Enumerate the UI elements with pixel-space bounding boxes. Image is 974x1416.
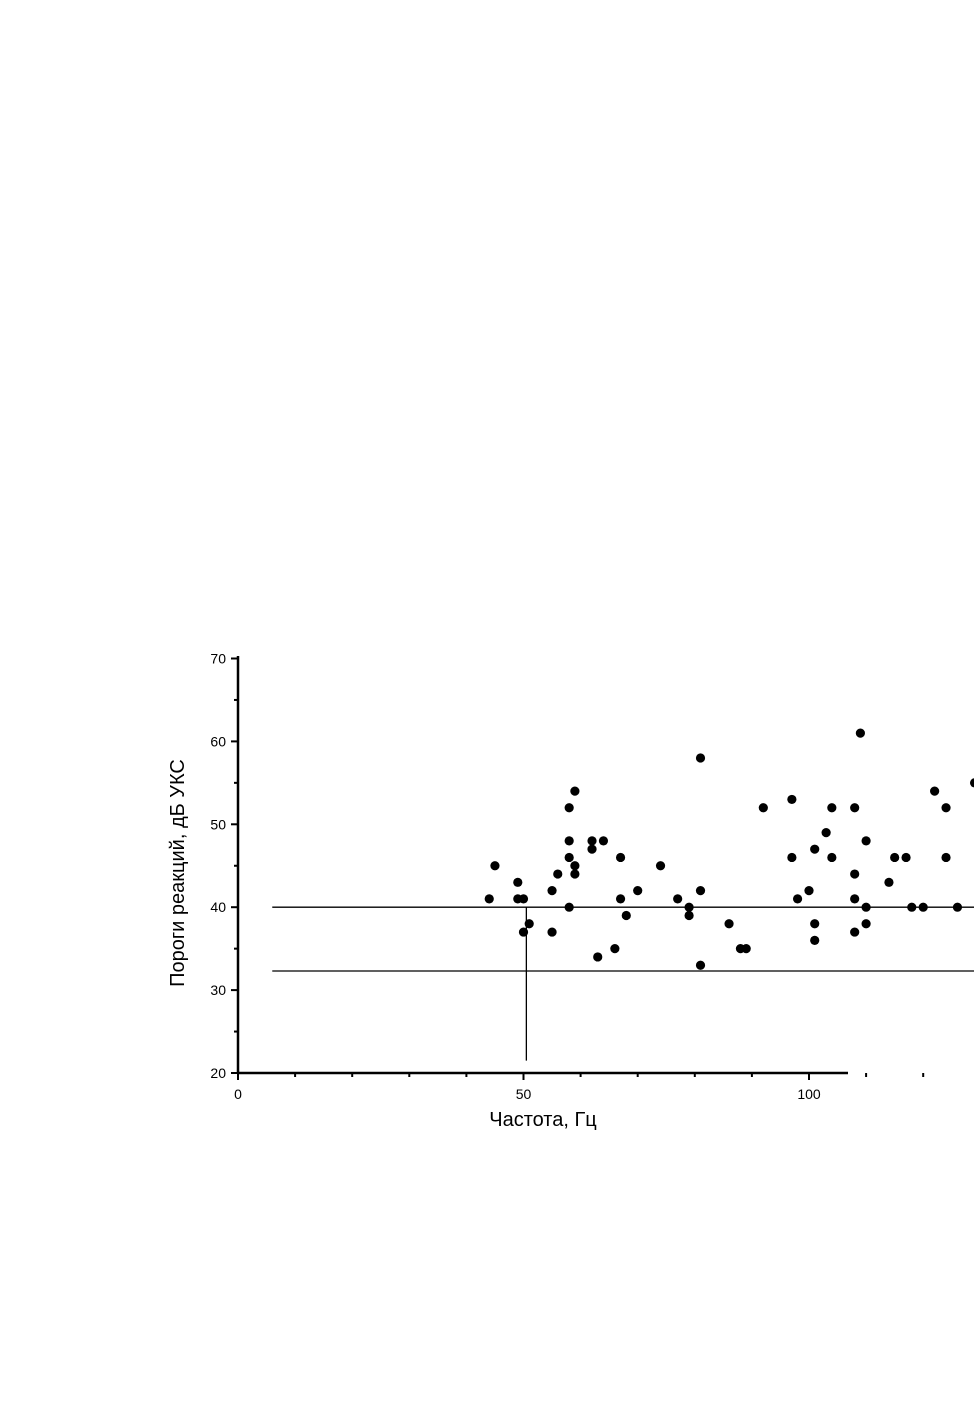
data-point bbox=[564, 902, 574, 912]
data-point bbox=[850, 894, 860, 904]
data-point bbox=[564, 803, 574, 813]
data-point bbox=[787, 852, 797, 863]
data-point bbox=[490, 861, 500, 871]
x-tick-label: 50 bbox=[516, 1086, 532, 1102]
x-axis-title: Частота, Гц bbox=[489, 1109, 597, 1131]
data-point bbox=[695, 753, 706, 763]
data-point bbox=[890, 852, 900, 863]
data-point bbox=[570, 861, 580, 871]
data-point bbox=[513, 877, 523, 887]
data-point bbox=[587, 844, 597, 854]
data-point bbox=[901, 852, 911, 863]
y-tick-label: 20 bbox=[210, 1065, 226, 1081]
data-point bbox=[570, 869, 580, 879]
data-point bbox=[861, 919, 871, 929]
data-point bbox=[787, 794, 797, 805]
data-point bbox=[827, 852, 837, 863]
data-point bbox=[941, 852, 951, 863]
data-point bbox=[615, 852, 626, 863]
data-point bbox=[633, 886, 643, 896]
data-point bbox=[684, 902, 694, 912]
data-point bbox=[610, 944, 620, 954]
y-tick-label: 30 bbox=[210, 982, 226, 998]
data-point bbox=[598, 836, 609, 846]
data-point bbox=[850, 803, 860, 813]
data-point bbox=[861, 836, 871, 846]
data-point bbox=[918, 902, 928, 912]
data-point bbox=[587, 836, 597, 846]
data-point bbox=[952, 902, 963, 912]
data-point bbox=[524, 919, 534, 929]
data-point bbox=[695, 886, 706, 896]
data-point bbox=[724, 919, 734, 929]
data-point bbox=[547, 927, 557, 937]
data-point bbox=[684, 910, 694, 921]
y-tick-label: 50 bbox=[210, 816, 226, 832]
y-tick-label: 60 bbox=[210, 733, 226, 749]
data-point bbox=[861, 902, 871, 912]
data-point bbox=[621, 910, 631, 921]
y-tick-label: 70 bbox=[210, 651, 226, 667]
data-point bbox=[758, 803, 768, 813]
data-point bbox=[518, 894, 529, 904]
data-point bbox=[810, 935, 820, 945]
data-points bbox=[484, 728, 974, 970]
data-point bbox=[570, 786, 580, 796]
data-point bbox=[593, 952, 603, 962]
data-point bbox=[884, 877, 894, 887]
data-point bbox=[484, 894, 494, 904]
y-tick-label: 40 bbox=[210, 899, 226, 915]
data-point bbox=[810, 844, 820, 854]
data-point bbox=[695, 960, 706, 970]
data-point bbox=[930, 786, 940, 796]
data-point bbox=[655, 861, 666, 871]
data-point bbox=[564, 852, 574, 863]
tick-labels: 050100150200203040506070 bbox=[210, 651, 821, 1103]
axes bbox=[236, 656, 848, 1075]
ticks bbox=[231, 657, 925, 1080]
data-point bbox=[518, 927, 529, 937]
data-point bbox=[941, 803, 951, 813]
data-point bbox=[821, 827, 831, 838]
data-point bbox=[673, 894, 683, 904]
data-point bbox=[850, 869, 860, 879]
x-tick-label: 100 bbox=[797, 1086, 821, 1102]
data-point bbox=[969, 778, 974, 788]
data-point bbox=[547, 886, 557, 896]
data-point bbox=[741, 944, 751, 954]
data-point bbox=[564, 836, 574, 846]
x-tick-label: 0 bbox=[234, 1086, 242, 1102]
data-point bbox=[855, 728, 865, 738]
data-point bbox=[553, 869, 563, 879]
data-point bbox=[615, 894, 626, 904]
reference-lines bbox=[272, 906, 974, 1061]
data-point bbox=[850, 927, 860, 937]
data-point bbox=[907, 902, 917, 912]
data-point bbox=[827, 803, 837, 813]
y-axis-title: Пороги реакций, дБ УКС bbox=[167, 759, 189, 987]
data-point bbox=[810, 919, 820, 929]
data-point bbox=[792, 894, 803, 904]
data-point bbox=[804, 886, 814, 896]
